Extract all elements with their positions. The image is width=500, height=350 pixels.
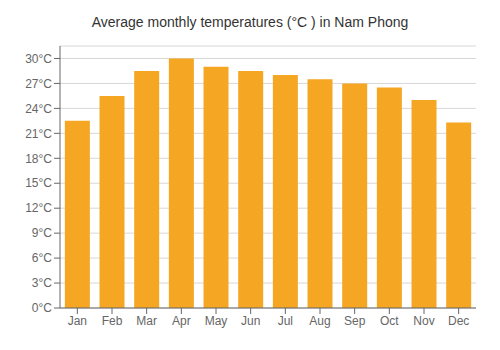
svg-text:Oct: Oct (380, 314, 399, 328)
svg-text:0°C: 0°C (32, 301, 52, 315)
svg-text:Mar: Mar (136, 314, 157, 328)
svg-text:Dec: Dec (448, 314, 469, 328)
svg-text:12°C: 12°C (25, 201, 52, 215)
svg-text:Sep: Sep (344, 314, 366, 328)
svg-text:3°C: 3°C (32, 276, 52, 290)
svg-text:21°C: 21°C (25, 127, 52, 141)
svg-text:Jan: Jan (68, 314, 87, 328)
html-text:Average monthly temperatures (: Average monthly temperatures (°C ) in Na… (91, 14, 409, 30)
svg-text:Feb: Feb (102, 314, 123, 328)
svg-text:Jul: Jul (278, 314, 293, 328)
svg-text:9°C: 9°C (32, 226, 52, 240)
svg-text:27°C: 27°C (25, 77, 52, 91)
svg-text:30°C: 30°C (25, 52, 52, 66)
svg-text:Jun: Jun (241, 314, 260, 328)
svg-text:Nov: Nov (413, 314, 434, 328)
svg-text:May: May (205, 314, 228, 328)
svg-text:Apr: Apr (172, 314, 191, 328)
svg-text:6°C: 6°C (32, 251, 52, 265)
svg-text:24°C: 24°C (25, 102, 52, 116)
svg-text:Aug: Aug (309, 314, 330, 328)
svg-text:18°C: 18°C (25, 152, 52, 166)
svg-text:15°C: 15°C (25, 176, 52, 190)
